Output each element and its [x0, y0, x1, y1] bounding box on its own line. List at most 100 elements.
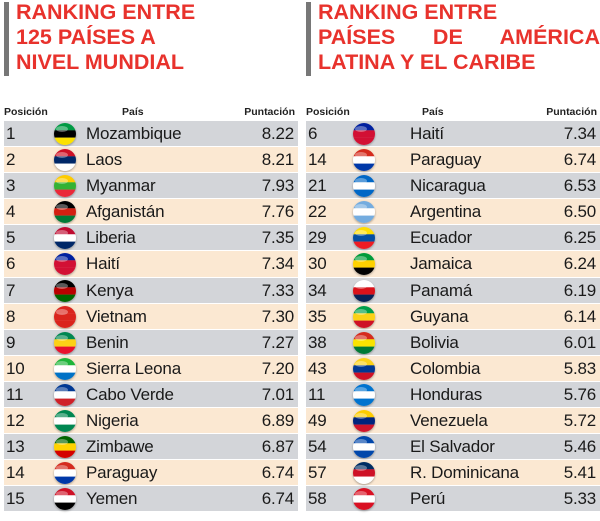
position-cell: 3 [6, 176, 16, 196]
heading-line: PAÍSES DE AMÉRICA [318, 25, 600, 49]
table-row: 57 R. Dominicana 5.41 [306, 460, 600, 487]
position-header: Posición [306, 106, 350, 118]
table-row: 11 Honduras 5.76 [306, 381, 600, 409]
score-cell: 6.89 [261, 411, 294, 431]
table-body: 1 Mozambique 8.22 2 Laos 8.21 3 Myanmar 7.93 4 Afg… [4, 121, 298, 513]
table-row: 38 Bolivia 6.01 [306, 329, 600, 356]
latam-ranking-table: Posición País Puntación 6 Haití 7.34 14 Para… [306, 104, 600, 513]
heading-line: LATINA Y EL CARIBE [318, 50, 536, 74]
table-row: 9 Benin 7.27 [4, 329, 298, 356]
score-cell: 7.20 [261, 358, 294, 378]
score-cell: 6.50 [563, 202, 596, 222]
table-row: 13 Zimbawe 6.87 [4, 434, 298, 461]
score-cell: 7.01 [261, 384, 294, 404]
country-cell: Argentina [410, 202, 481, 222]
table-row: 7 Kenya 7.33 [4, 277, 298, 304]
country-cell: Paraguay [410, 150, 482, 170]
table-row: 35 Guyana 6.14 [306, 303, 600, 330]
sierra-leone-flag-icon [54, 357, 76, 380]
haiti-flag-icon [353, 123, 375, 145]
country-header: País [422, 106, 444, 118]
country-cell: Laos [86, 150, 123, 170]
position-cell: 4 [6, 202, 16, 222]
peru-flag-icon [353, 488, 375, 511]
country-cell: Haití [86, 254, 120, 274]
yemen-flag-icon [54, 488, 76, 511]
score-cell: 7.34 [261, 254, 294, 274]
score-cell: 6.74 [261, 489, 294, 509]
latam-ranking-panel: RANKING ENTRE PAÍSES DE AMÉRICA LATINA Y… [306, 0, 600, 521]
country-cell: Paraguay [86, 463, 158, 483]
position-cell: 15 [6, 489, 25, 509]
country-cell: Perú [410, 489, 446, 509]
table-row: 4 Afganistán 7.76 [4, 199, 298, 226]
country-cell: Honduras [410, 384, 483, 404]
heading-line: RANKING ENTRE [318, 0, 498, 24]
position-cell: 7 [6, 280, 16, 300]
mozambique-flag-icon [54, 123, 76, 145]
benin-flag-icon [54, 331, 76, 354]
score-cell: 6.01 [563, 332, 596, 352]
heading-accent-bar [306, 2, 311, 76]
table-row: 43 Colombia 5.83 [306, 355, 600, 382]
panama-flag-icon [353, 279, 375, 302]
country-cell: Myanmar [86, 176, 156, 196]
table-row: 6 Haití 7.34 [4, 251, 298, 278]
score-cell: 6.74 [261, 463, 294, 483]
position-cell: 49 [308, 411, 327, 431]
position-cell: 29 [308, 228, 327, 248]
country-cell: Haití [410, 124, 444, 143]
country-cell: Jamaica [410, 254, 472, 274]
score-cell: 6.14 [563, 306, 596, 326]
position-cell: 22 [308, 202, 327, 222]
country-cell: Ecuador [410, 228, 472, 248]
table-row: 54 El Salvador 5.46 [306, 434, 600, 461]
table-row: 6 Haití 7.34 [306, 121, 600, 148]
score-cell: 6.25 [563, 228, 596, 248]
dominican-republic-flag-icon [353, 462, 375, 485]
position-cell: 5 [6, 228, 16, 248]
score-header: Puntación [244, 106, 295, 118]
table-row: 8 Vietnam 7.30 [4, 303, 298, 330]
position-cell: 12 [6, 411, 25, 431]
zimbabwe-flag-icon [54, 436, 76, 459]
position-cell: 57 [308, 463, 327, 483]
position-header: Posición [4, 106, 48, 118]
country-cell: Bolivia [410, 332, 459, 352]
score-cell: 5.83 [563, 358, 596, 378]
table-row: 1 Mozambique 8.22 [4, 121, 298, 148]
world-ranking-panel: RANKING ENTRE 125 PAÍSES A NIVEL MUNDIAL… [4, 0, 298, 521]
country-cell: R. Dominicana [410, 463, 519, 483]
score-cell: 6.87 [261, 437, 294, 457]
heading-line: RANKING ENTRE [16, 0, 196, 24]
position-cell: 6 [308, 124, 318, 143]
table-row: 10 Sierra Leona 7.20 [4, 355, 298, 382]
position-cell: 35 [308, 306, 327, 326]
country-cell: Yemen [86, 489, 138, 509]
position-cell: 30 [308, 254, 327, 274]
table-row: 14 Paraguay 6.74 [4, 460, 298, 487]
table-row: 11 Cabo Verde 7.01 [4, 381, 298, 409]
country-cell: El Salvador [410, 437, 495, 457]
table-row: 15 Yemen 6.74 [4, 486, 298, 513]
latam-ranking-heading: RANKING ENTRE PAÍSES DE AMÉRICA LATINA Y… [306, 0, 600, 78]
score-cell: 7.93 [261, 176, 294, 196]
heading-line: 125 PAÍSES A [16, 25, 156, 49]
table-header: Posición País Puntación [4, 104, 298, 121]
table-row: 34 Panamá 6.19 [306, 277, 600, 304]
country-cell: Nicaragua [410, 176, 486, 196]
position-cell: 58 [308, 489, 327, 509]
afghanistan-flag-icon [54, 201, 76, 224]
country-cell: Nigeria [86, 411, 139, 431]
position-cell: 1 [6, 124, 16, 143]
position-cell: 11 [308, 384, 326, 404]
table-body: 6 Haití 7.34 14 Paraguay 6.74 21 Nicaragua 6.53 2… [306, 121, 600, 513]
country-cell: Venezuela [410, 411, 488, 431]
score-cell: 5.33 [563, 489, 596, 509]
heading-line: NIVEL MUNDIAL [16, 50, 185, 74]
country-cell: Vietnam [86, 306, 147, 326]
cape-verde-flag-icon [54, 383, 76, 406]
score-cell: 5.72 [563, 411, 596, 431]
table-row: 21 Nicaragua 6.53 [306, 173, 600, 200]
honduras-flag-icon [353, 383, 375, 406]
